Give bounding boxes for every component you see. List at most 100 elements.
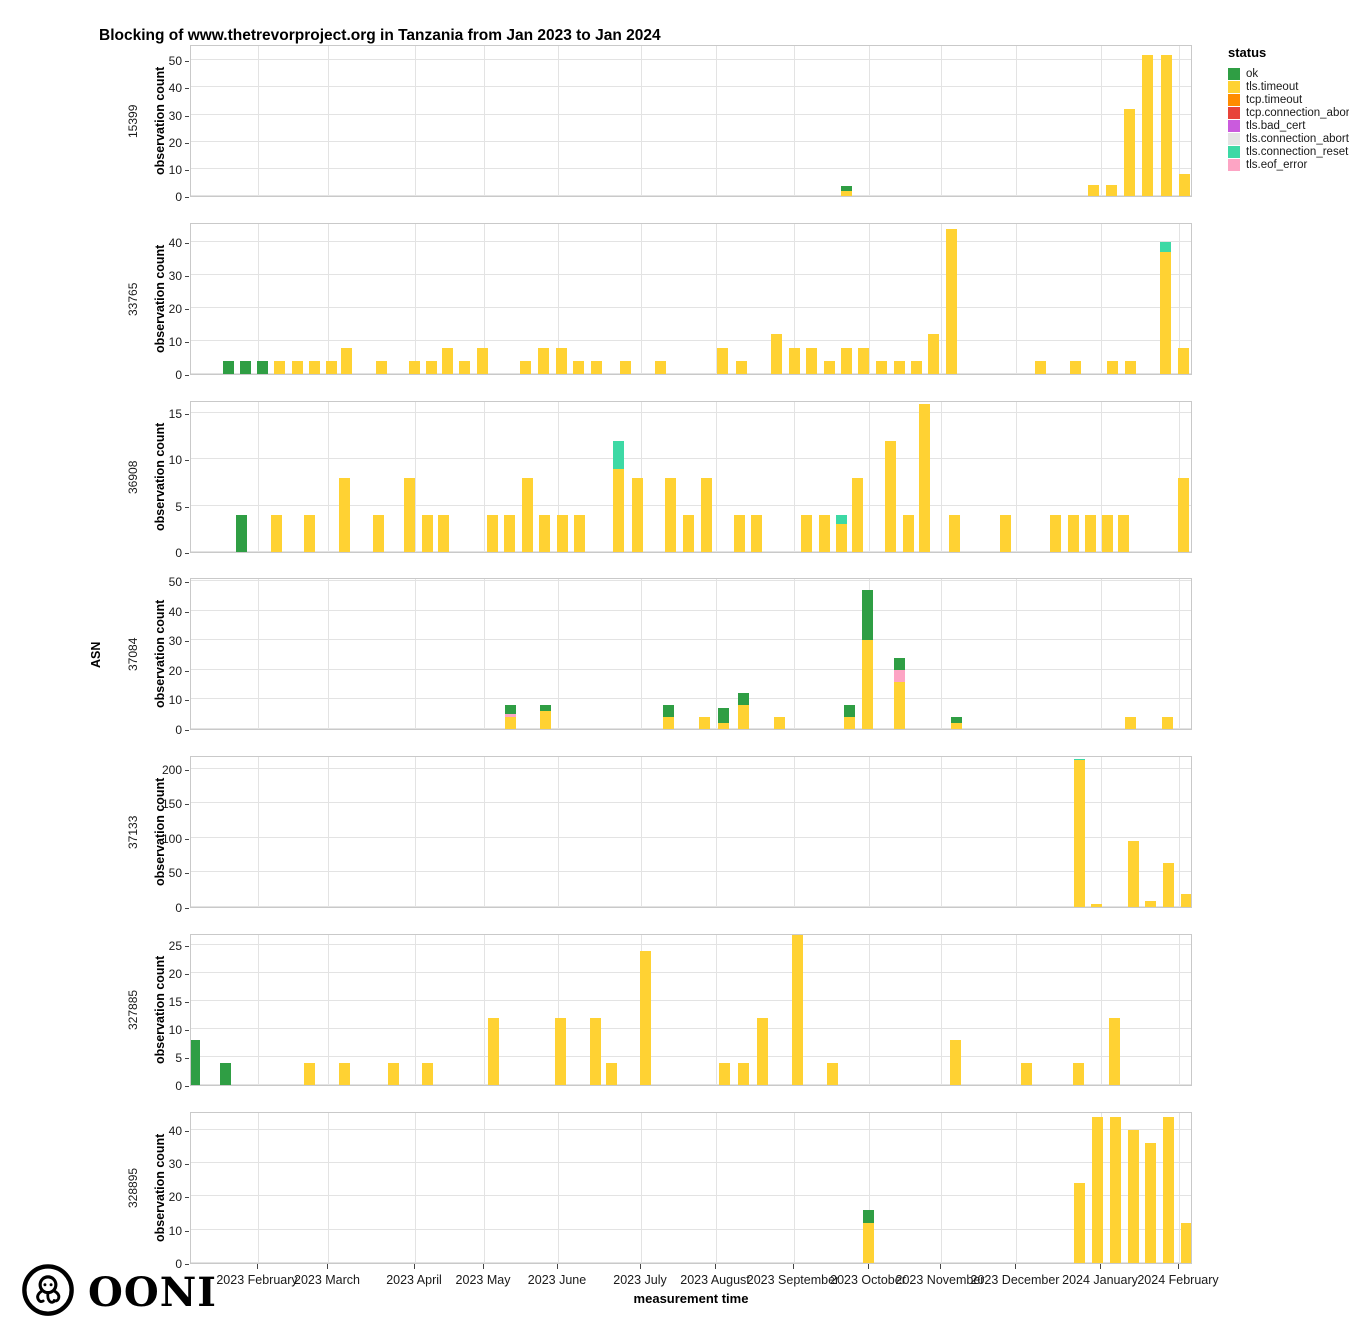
bar-segment-tls.eof_error[interactable] (894, 670, 905, 682)
bar-segment-tls.timeout[interactable] (734, 515, 745, 552)
bar-segment-tls.timeout[interactable] (574, 515, 585, 552)
bar-segment-tls.connection_reset[interactable] (1074, 759, 1085, 760)
bar-segment-tls.timeout[interactable] (1035, 361, 1046, 374)
bar-segment-tls.timeout[interactable] (304, 1063, 315, 1085)
bar-segment-tls.connection_reset[interactable] (613, 441, 624, 469)
bar-segment-tls.timeout[interactable] (1125, 717, 1136, 729)
bar-segment-tls.timeout[interactable] (858, 348, 869, 374)
bar-segment-ok[interactable] (862, 590, 873, 640)
bar-segment-tls.timeout[interactable] (1074, 1183, 1085, 1263)
bar-segment-ok[interactable] (223, 361, 234, 374)
bar-segment-tls.timeout[interactable] (757, 1018, 768, 1085)
bar-segment-tls.timeout[interactable] (1124, 109, 1135, 196)
bar-segment-tls.timeout[interactable] (1178, 478, 1189, 552)
bar-segment-tls.timeout[interactable] (1110, 1117, 1121, 1263)
bar-segment-tls.timeout[interactable] (438, 515, 449, 552)
bar-segment-tls.timeout[interactable] (1163, 863, 1174, 907)
bar-segment-tls.timeout[interactable] (426, 361, 437, 374)
bar-segment-tls.timeout[interactable] (1021, 1063, 1032, 1085)
bar-segment-tls.timeout[interactable] (477, 348, 488, 374)
bar-segment-ok[interactable] (236, 515, 247, 552)
bar-segment-tls.timeout[interactable] (946, 229, 957, 374)
bar-segment-tls.timeout[interactable] (613, 469, 624, 552)
bar-segment-tls.timeout[interactable] (620, 361, 631, 374)
bar-segment-tls.timeout[interactable] (894, 682, 905, 729)
bar-segment-tls.timeout[interactable] (292, 361, 303, 374)
bar-segment-tls.timeout[interactable] (663, 717, 674, 729)
bar-segment-tls.timeout[interactable] (852, 478, 863, 552)
bar-segment-ok[interactable] (894, 658, 905, 670)
bar-segment-ok[interactable] (663, 705, 674, 717)
bar-segment-tls.timeout[interactable] (442, 348, 453, 374)
bar-segment-tls.timeout[interactable] (1179, 174, 1190, 196)
bar-segment-tls.timeout[interactable] (591, 361, 602, 374)
bar-segment-tls.timeout[interactable] (1068, 515, 1079, 552)
bar-segment-tls.timeout[interactable] (341, 348, 352, 374)
bar-segment-tls.timeout[interactable] (488, 1018, 499, 1085)
bar-segment-tls.timeout[interactable] (1085, 515, 1096, 552)
bar-segment-tls.timeout[interactable] (919, 404, 930, 552)
bar-segment-tls.timeout[interactable] (1160, 252, 1171, 374)
bar-segment-tls.timeout[interactable] (665, 478, 676, 552)
bar-segment-tls.timeout[interactable] (738, 1063, 749, 1085)
bar-segment-tls.timeout[interactable] (487, 515, 498, 552)
bar-segment-tls.timeout[interactable] (504, 515, 515, 552)
bar-segment-ok[interactable] (220, 1063, 231, 1085)
bar-segment-tls.timeout[interactable] (894, 361, 905, 374)
bar-segment-tls.timeout[interactable] (806, 348, 817, 374)
bar-segment-tls.timeout[interactable] (640, 951, 651, 1085)
bar-segment-tls.timeout[interactable] (717, 348, 728, 374)
bar-segment-tls.timeout[interactable] (683, 515, 694, 552)
bar-segment-tls.timeout[interactable] (339, 1063, 350, 1085)
bar-segment-tls.timeout[interactable] (326, 361, 337, 374)
bar-segment-tls.timeout[interactable] (1102, 515, 1113, 552)
bar-segment-tls.timeout[interactable] (1125, 361, 1136, 374)
bar-segment-tls.timeout[interactable] (738, 705, 749, 729)
bar-segment-ok[interactable] (191, 1040, 200, 1085)
bar-segment-tls.timeout[interactable] (1107, 361, 1118, 374)
bar-segment-tls.timeout[interactable] (824, 361, 835, 374)
bar-segment-tls.timeout[interactable] (1128, 1130, 1139, 1263)
bar-segment-tls.timeout[interactable] (863, 1223, 874, 1263)
bar-segment-tls.timeout[interactable] (751, 515, 762, 552)
bar-segment-tls.timeout[interactable] (718, 723, 729, 729)
bar-segment-tls.timeout[interactable] (1181, 1223, 1191, 1263)
bar-segment-tls.timeout[interactable] (632, 478, 643, 552)
bar-segment-tls.timeout[interactable] (373, 515, 384, 552)
bar-segment-tls.timeout[interactable] (1163, 1117, 1174, 1263)
bar-segment-tls.timeout[interactable] (885, 441, 896, 552)
bar-segment-ok[interactable] (505, 705, 516, 714)
bar-segment-tls.timeout[interactable] (1088, 185, 1099, 196)
bar-segment-tls.timeout[interactable] (404, 478, 415, 552)
bar-segment-tls.timeout[interactable] (789, 348, 800, 374)
bar-segment-tls.timeout[interactable] (1106, 185, 1117, 196)
bar-segment-tls.timeout[interactable] (1162, 717, 1173, 729)
bar-segment-tls.timeout[interactable] (388, 1063, 399, 1085)
bar-segment-tls.timeout[interactable] (520, 361, 531, 374)
bar-segment-tls.timeout[interactable] (422, 515, 433, 552)
bar-segment-ok[interactable] (844, 705, 855, 717)
bar-segment-tls.timeout[interactable] (771, 334, 782, 374)
bar-segment-tls.timeout[interactable] (774, 717, 785, 729)
bar-segment-tls.timeout[interactable] (1145, 901, 1156, 907)
bar-segment-tls.timeout[interactable] (1092, 1117, 1103, 1263)
bar-segment-tls.timeout[interactable] (573, 361, 584, 374)
bar-segment-tls.timeout[interactable] (376, 361, 387, 374)
bar-segment-tls.timeout[interactable] (309, 361, 320, 374)
bar-segment-tls.timeout[interactable] (928, 334, 939, 374)
bar-segment-tls.timeout[interactable] (819, 515, 830, 552)
bar-segment-tls.timeout[interactable] (701, 478, 712, 552)
bar-segment-ok[interactable] (240, 361, 251, 374)
bar-segment-tls.timeout[interactable] (271, 515, 282, 552)
bar-segment-tls.timeout[interactable] (555, 1018, 566, 1085)
bar-segment-tls.timeout[interactable] (862, 640, 873, 729)
bar-segment-tls.timeout[interactable] (841, 348, 852, 374)
bar-segment-tls.timeout[interactable] (556, 348, 567, 374)
bar-segment-tls.timeout[interactable] (841, 191, 852, 196)
bar-segment-tls.timeout[interactable] (736, 361, 747, 374)
bar-segment-tls.timeout[interactable] (590, 1018, 601, 1085)
bar-segment-tls.timeout[interactable] (836, 524, 847, 552)
bar-segment-tls.timeout[interactable] (1073, 1063, 1084, 1085)
bar-segment-tls.timeout[interactable] (792, 935, 803, 1085)
bar-segment-tls.timeout[interactable] (950, 1040, 961, 1085)
